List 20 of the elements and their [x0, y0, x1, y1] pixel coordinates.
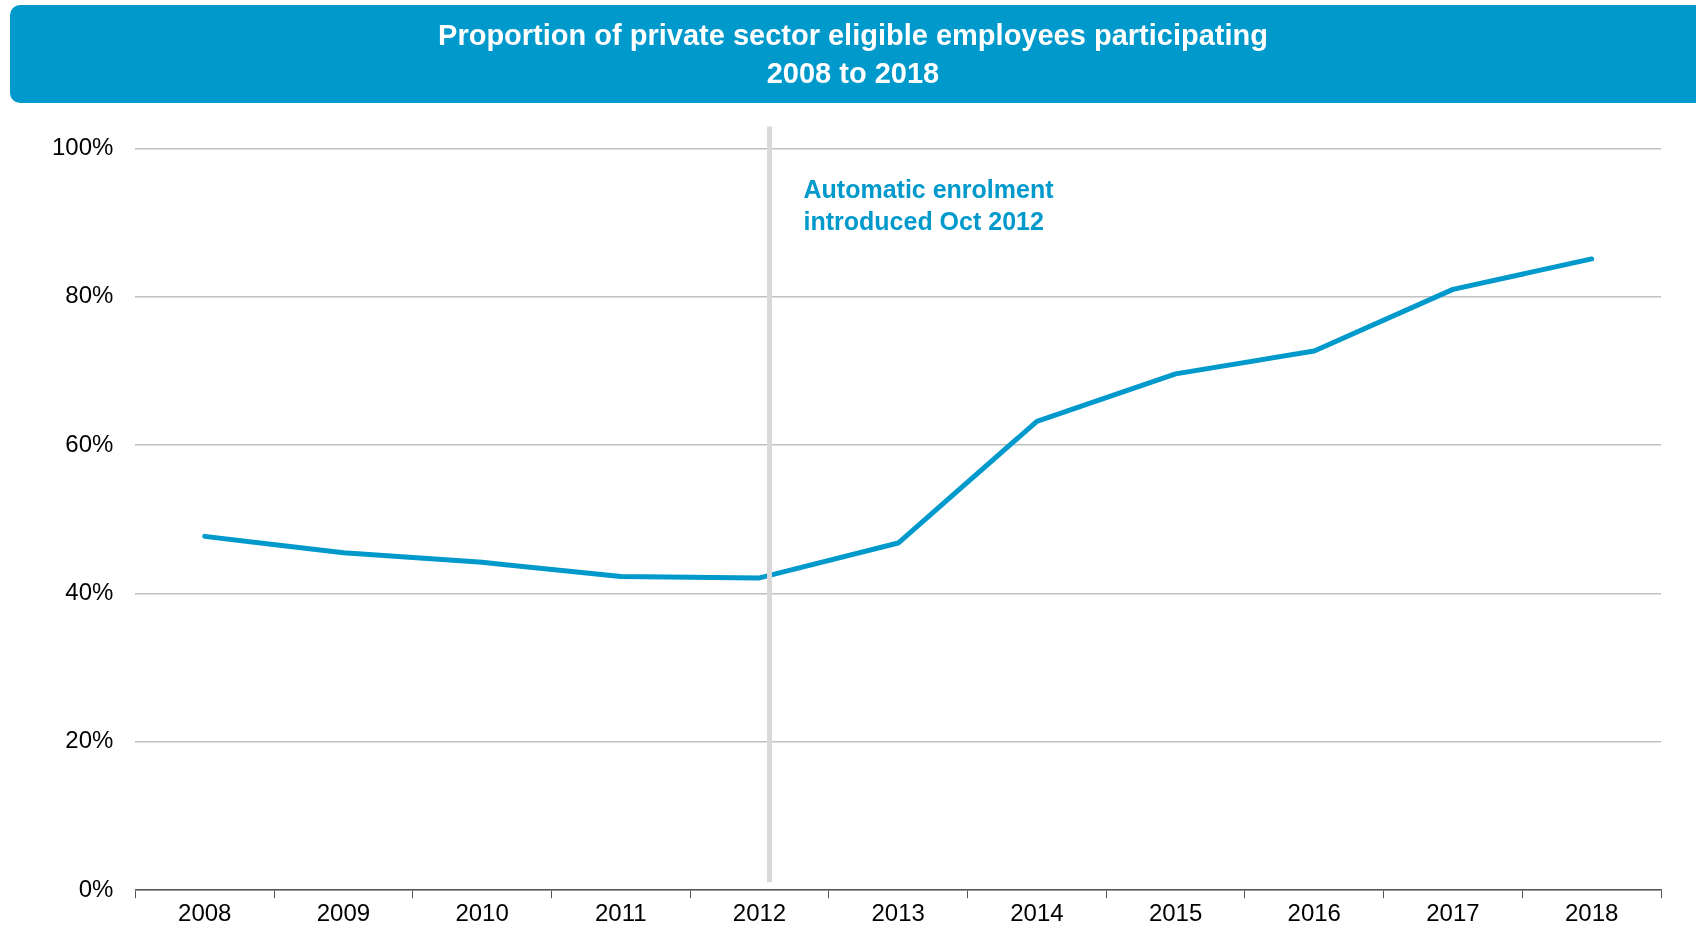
x-tick-label: 2009 [316, 899, 371, 927]
x-tick-label: 2017 [1426, 899, 1480, 927]
x-tick-label: 2010 [455, 899, 509, 927]
y-tick-label: 20% [65, 726, 114, 754]
y-tick-label: 60% [65, 429, 114, 457]
y-tick-label: 0% [78, 874, 114, 902]
chart-title: Proportion of private sector eligible employees participating [437, 18, 1269, 53]
x-tick-label: 2013 [871, 899, 925, 927]
x-tick-label: 2011 [595, 899, 647, 927]
y-tick-label: 40% [65, 578, 114, 606]
y-tick-label: 100% [51, 133, 114, 161]
x-tick-label: 2008 [178, 899, 232, 927]
y-tick-label: 80% [65, 281, 114, 309]
x-tick-label: 2016 [1287, 899, 1341, 927]
ref-line-label: Automatic enrolment introduced Oct 2012 [803, 174, 1055, 235]
x-tick-label: 2012 [732, 899, 787, 927]
chart-subtitle: 2008 to 2018 [765, 56, 941, 91]
x-tick-label: 2018 [1564, 899, 1619, 927]
x-tick-label: 2015 [1148, 899, 1203, 927]
x-tick-label: 2014 [1010, 899, 1064, 927]
